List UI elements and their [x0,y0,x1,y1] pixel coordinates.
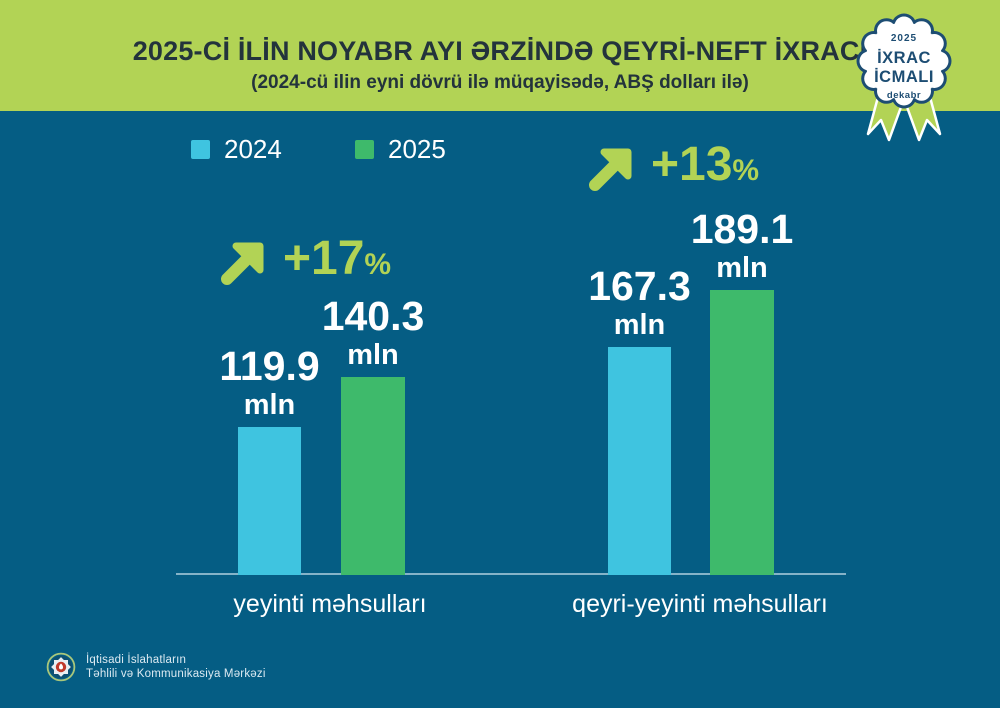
percent-sign: % [732,153,760,187]
value-unit: mln [613,309,666,341]
value-number: 119.9 [219,343,320,389]
x-axis-line [176,573,846,575]
bar-2024-yeyinti məhsulları [238,427,301,575]
growth-value-food: +17% [283,231,391,298]
legend-item-2025: 2025 [355,134,446,164]
legend-swatch-2025-icon [355,139,374,159]
growth-indicator-food: +17% [216,232,391,292]
org-name-line1: İqtisadi İslahatların [86,653,187,666]
legend-swatch-2024-icon [191,139,210,159]
bar-2025-yeyinti məhsulları [341,377,405,575]
growth-number: +17 [283,231,365,285]
growth-number: +13 [651,137,733,191]
trend-up-arrow-icon [221,242,264,285]
footer-branding: İqtisadi İslahatların Təhlili və Kommuni… [46,652,266,682]
badge-year-label: 2025 [891,33,917,44]
badge-rosette-icon [856,13,952,109]
value-number: 189.1 [690,206,794,252]
value-number: 167.3 [588,263,691,309]
badge-title-line1: İXRAC [877,49,931,67]
bar-2025-qeyri-yeyinti məhsulları [710,290,774,575]
growth-value-nonfood: +13% [651,137,759,204]
legend-label-2024: 2024 [224,134,282,164]
value-label-2024-qeyri-yeyinti məhsulları: 167.3 mln [550,253,730,341]
value-label-2025-yeyinti məhsulları: 140.3 mln [283,283,463,371]
growth-indicator-nonfood: +13% [584,138,759,198]
page-subtitle: (2024-cü ilin eyni dövrü ilə müqayisədə,… [251,72,749,93]
percent-sign: % [364,247,392,281]
badge-title-line2: İCMALI [874,68,934,86]
value-label-2025-qeyri-yeyinti məhsulları: 189.1 mln [652,196,832,284]
page-title: 2025-Cİ İLİN NOYABR AYI ƏRZİNDƏ QEYRİ-NE… [132,36,868,66]
org-name: İqtisadi İslahatların Təhlili və Kommuni… [86,653,266,682]
header-band: 2025-Cİ İLİN NOYABR AYI ƏRZİNDƏ QEYRİ-NE… [0,0,1000,111]
trend-up-arrow-icon [589,148,632,191]
badge-month-label: dekabr [887,90,921,101]
legend-label-2025: 2025 [388,134,446,164]
bar-2024-qeyri-yeyinti məhsulları [608,347,671,575]
value-unit: mln [716,252,768,284]
value-unit: mln [347,339,399,371]
category-label-1: yeyinti məhsulları [233,590,427,618]
value-label-2024-yeyinti məhsulları: 119.9 mln [180,333,360,421]
legend-item-2024: 2024 [191,134,282,164]
aerc-emblem-icon [46,652,76,682]
category-label-2: qeyri-yeyinti məhsulları [572,590,828,618]
org-name-line2: Təhlili və Kommunikasiya Mərkəzi [86,668,266,680]
value-unit: mln [243,389,296,421]
value-number: 140.3 [321,293,425,339]
export-review-badge: 2025 İXRAC İCMALI dekabr [856,13,952,142]
